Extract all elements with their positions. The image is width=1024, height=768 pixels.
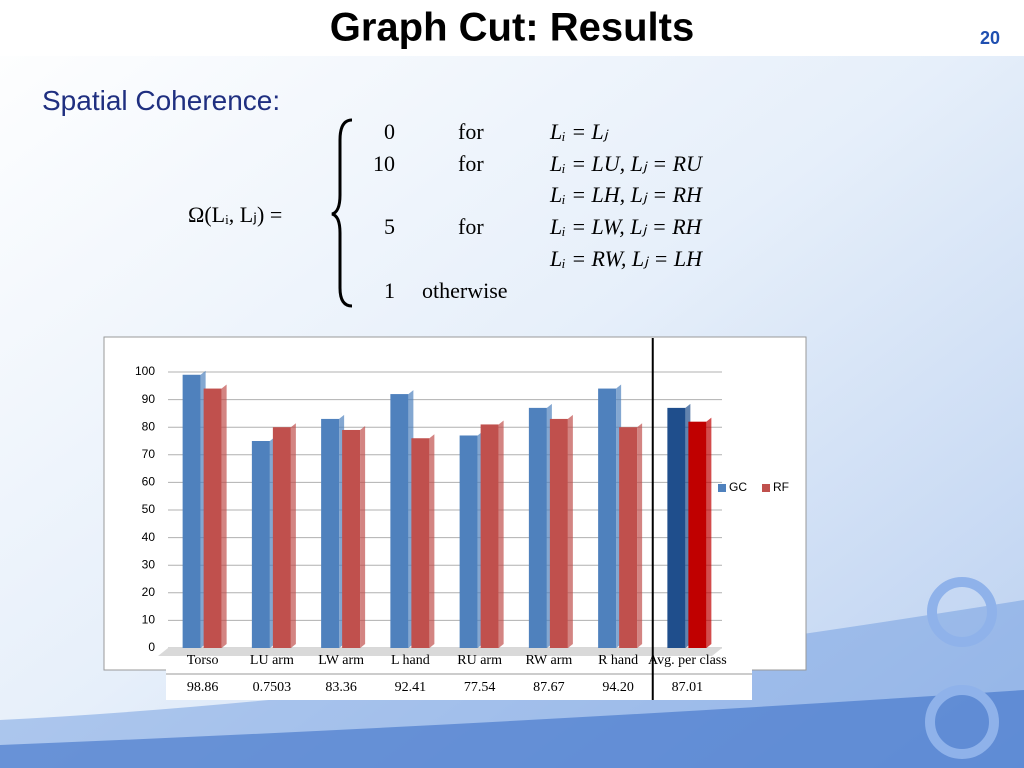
- bar: [411, 438, 430, 648]
- bar: [667, 407, 686, 648]
- y-tick-label: 80: [142, 419, 156, 433]
- bar-side: [429, 434, 435, 648]
- case-condition: for: [458, 214, 484, 239]
- bar: [480, 424, 499, 648]
- wave: [0, 690, 1024, 768]
- table-header: RU arm: [457, 653, 502, 668]
- bar: [251, 441, 270, 648]
- bar: [688, 421, 707, 648]
- legend-label: RF: [773, 480, 789, 494]
- table-header: Avg. per class: [648, 653, 727, 668]
- y-tick-label: 40: [142, 530, 156, 544]
- case-value: 0: [384, 119, 395, 144]
- table-value: 87.01: [672, 680, 704, 695]
- ring: [925, 685, 999, 759]
- bar-side: [290, 423, 296, 648]
- table-header: Torso: [187, 653, 219, 668]
- bar: [203, 388, 222, 648]
- slide-title: Graph Cut: Results: [330, 6, 694, 50]
- y-tick-label: 20: [142, 585, 156, 599]
- table-value: 83.36: [325, 680, 357, 695]
- table-value: 0.7503: [253, 680, 292, 695]
- legend-swatch: [718, 484, 726, 492]
- y-tick-label: 30: [142, 557, 156, 571]
- y-tick-label: 50: [142, 502, 156, 516]
- case-condition: for: [458, 119, 484, 144]
- case-value: 1: [384, 278, 395, 303]
- case-rule: Lᵢ = LW, Lⱼ = RH: [549, 214, 703, 239]
- legend-swatch: [762, 484, 770, 492]
- bar-side: [221, 384, 227, 648]
- table-header: R hand: [598, 653, 638, 668]
- bar: [390, 394, 409, 648]
- table-header: LW arm: [318, 653, 364, 668]
- table-header: L hand: [391, 653, 430, 668]
- y-tick-label: 70: [142, 447, 156, 461]
- case-rule: Lᵢ = LU, Lⱼ = RU: [549, 151, 704, 176]
- bar-side: [360, 425, 366, 648]
- bar-side: [637, 423, 643, 648]
- bar: [342, 429, 361, 648]
- bar: [182, 374, 201, 648]
- case-rule: Lᵢ = LH, Lⱼ = RH: [549, 182, 703, 207]
- bar: [598, 388, 617, 648]
- y-tick-label: 90: [142, 392, 156, 406]
- table-value: 94.20: [602, 680, 634, 695]
- bar: [272, 427, 291, 648]
- y-tick-label: 0: [148, 640, 155, 654]
- table-value: 98.86: [187, 680, 219, 695]
- bar: [321, 418, 340, 648]
- bar-side: [567, 414, 573, 648]
- table-value: 92.41: [395, 680, 427, 695]
- page-number: 20: [980, 28, 1000, 48]
- table-value: 77.54: [464, 680, 496, 695]
- case-value: 5: [384, 214, 395, 239]
- y-tick-label: 100: [135, 364, 155, 378]
- y-tick-label: 60: [142, 475, 156, 489]
- bar-side: [498, 420, 504, 648]
- ring: [927, 577, 997, 647]
- table-header: RW arm: [525, 653, 572, 668]
- bar: [528, 407, 547, 648]
- table-value: 87.67: [533, 680, 565, 695]
- bar: [619, 427, 638, 648]
- case-condition: for: [458, 151, 484, 176]
- bar: [459, 435, 478, 648]
- floor: [158, 648, 722, 656]
- y-tick-label: 10: [142, 613, 156, 627]
- bar: [549, 418, 568, 648]
- subtitle: Spatial Coherence:: [42, 85, 280, 116]
- bar-side: [706, 417, 712, 648]
- title-bar: [0, 0, 1024, 56]
- case-rule: Lᵢ = RW, Lⱼ = LH: [549, 246, 703, 271]
- legend-label: GC: [729, 480, 747, 494]
- brace: [331, 118, 353, 308]
- table-header: LU arm: [250, 653, 294, 668]
- case-condition: otherwise: [422, 278, 508, 303]
- case-rule: Lᵢ = Lⱼ: [549, 119, 609, 144]
- equation-lhs: Ω(Lᵢ, Lⱼ) =: [188, 202, 282, 227]
- case-value: 10: [373, 151, 395, 176]
